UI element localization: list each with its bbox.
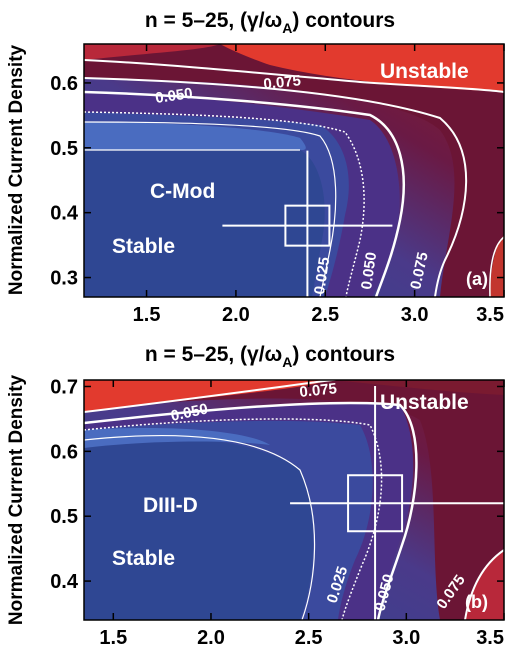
contour-inner-b [84,435,316,620]
panel-b-axes: 1.5 2.0 2.5 3.0 3.5 0.4 0.5 0.6 0.7 [50,376,505,649]
x-tick-label: 3.0 [392,627,420,649]
device-label-b: DIII-D [143,494,198,517]
x-tick-label: 2.0 [197,627,225,649]
contour-label-a-1: 0.075 [263,72,302,93]
panel-tag-a: (a) [466,269,488,289]
stable-label-a: Stable [112,235,175,258]
contour-0-075-b [84,380,341,413]
y-axis-label-a: Normalized Current Density [6,44,27,295]
panel-b-title: n = 5–25, (γ/ωA) contours [145,343,395,370]
contour-label-a-4: 0.050 [358,251,380,291]
y-tick-label: 0.6 [50,73,78,95]
contour-0-050-b [84,401,418,620]
y-axis-label-b: Normalized Current Density [6,374,27,625]
operating-point-a [222,150,393,297]
panel-tag-b: (b) [465,592,488,612]
x-tick-label: 2.5 [295,627,323,649]
y-tick-label: 0.4 [50,203,79,225]
x-tick-label: 3.0 [401,304,429,326]
panel-a-frame [83,43,505,298]
panel-a-axes: 1.5 2.0 2.5 3.0 3.5 0.3 0.4 0.5 0.6 [50,44,505,326]
y-tick-label: 0.3 [50,268,78,290]
contour-small-a [489,236,504,297]
contour-0-075-a-lower [84,77,468,297]
device-label-a: C-Mod [150,180,215,203]
contour-label-a-3: 0.025 [311,256,333,296]
x-tick-label: 1.5 [99,627,127,649]
y-tick-label: 0.4 [50,571,79,593]
y-tick-label: 0.7 [50,376,78,398]
y-tick-label: 0.6 [50,441,78,463]
unstable-label-a: Unstable [380,60,469,83]
panel-b-contour-fill [84,380,504,620]
panel-a: n = 5–25, (γ/ωA) contours [50,9,505,326]
panel-a-contours [84,59,504,297]
contour-label-a-2: 0.050 [154,85,194,107]
x-tick-label: 1.5 [133,304,161,326]
contour-0-025-a [84,111,365,297]
panel-a-title: n = 5–25, (γ/ωA) contours [145,9,395,36]
contour-0-050-a [84,90,405,297]
x-tick-label: 2.5 [311,304,339,326]
panel-b-frame [83,379,505,621]
contour-0-075-a [84,59,504,93]
stable-label-b: Stable [112,547,175,570]
x-tick-label: 2.0 [222,304,250,326]
x-tick-label: 3.5 [476,304,504,326]
x-tick-label: 3.5 [476,627,504,649]
operating-point-b [290,386,506,620]
y-tick-label: 0.5 [50,138,78,160]
unstable-label-b: Unstable [380,391,469,414]
contour-0-025-a-inner [84,121,337,297]
panel-b-contours [84,380,504,620]
panel-b: n = 5–25, (γ/ωA) contours 0.075 0.050 0.… [50,343,506,649]
contour-small-b [464,549,504,620]
y-tick-label: 0.5 [50,506,78,528]
